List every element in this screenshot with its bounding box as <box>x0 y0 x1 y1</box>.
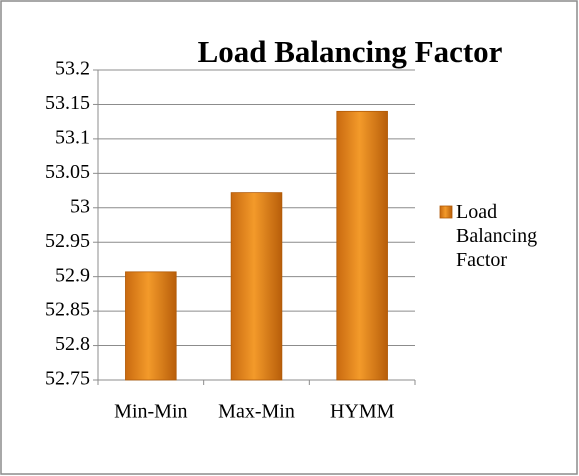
chart-title: Load Balancing Factor <box>198 34 503 69</box>
legend-swatch <box>439 205 453 219</box>
y-tick-label: 52.75 <box>45 368 90 390</box>
y-tick-label: 52.85 <box>45 299 90 321</box>
bar <box>230 192 283 381</box>
bar <box>336 110 388 381</box>
y-tick-label: 52.95 <box>45 230 90 252</box>
y-tick-label: 52.9 <box>55 264 90 286</box>
y-tick-label: 52.8 <box>55 333 90 355</box>
y-tick-label: 53.1 <box>55 126 90 148</box>
y-tick-label: 53.15 <box>45 92 90 114</box>
x-tick-label: Max-Min <box>218 401 295 423</box>
legend-label: Load Balancing Factor <box>456 201 538 271</box>
x-tick-label: HYMM <box>330 401 395 423</box>
y-tick-label: 53 <box>70 195 90 217</box>
y-tick-label: 53.05 <box>45 161 90 183</box>
x-tick-label: Min-Min <box>114 401 187 423</box>
bar <box>125 271 177 381</box>
y-tick-label: 53.2 <box>55 58 90 80</box>
